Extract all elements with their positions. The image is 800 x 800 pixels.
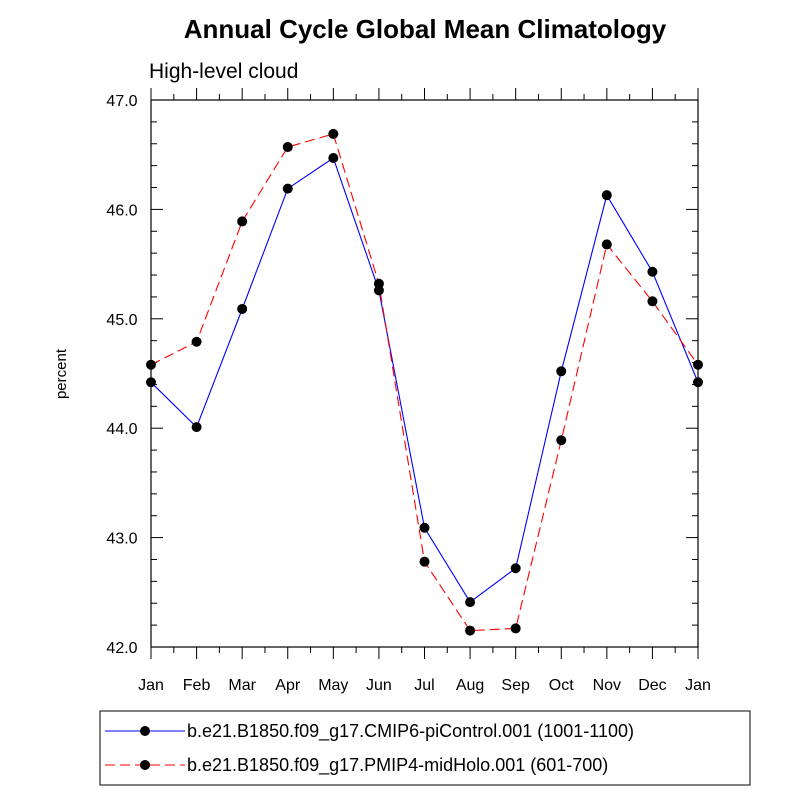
x-tick-label: May: [318, 677, 348, 694]
x-tick-label: Dec: [638, 677, 666, 694]
x-tick-label: Mar: [228, 677, 256, 694]
x-tick-label: Jun: [366, 677, 392, 694]
series-2-point: [601, 239, 612, 250]
series-1-point: [237, 303, 248, 314]
legend-marker-2: [140, 760, 150, 770]
x-tick-label: Jul: [414, 677, 434, 694]
series-line-2: [150, 133, 699, 632]
series-1-point: [647, 266, 658, 277]
series-1-point: [693, 377, 703, 388]
series-2-point: [510, 623, 521, 634]
x-tick-label: Aug: [456, 677, 484, 694]
series-1-point: [465, 597, 476, 608]
legend: b.e21.B1850.f09_g17.CMIP6-piControl.001 …: [105, 721, 634, 776]
series-2-point: [146, 359, 156, 370]
chart-title: Annual Cycle Global Mean Climatology: [184, 14, 667, 44]
series-2-point: [465, 625, 476, 636]
series-1-point: [419, 522, 430, 533]
series-2-point: [693, 359, 703, 370]
series-1-point: [282, 183, 293, 194]
y-tick-label: 43.0: [106, 531, 137, 548]
x-tick-label: Nov: [593, 677, 621, 694]
series-1-point: [328, 152, 339, 163]
y-tick-label: 42.0: [106, 640, 137, 657]
legend-label-1: b.e21.B1850.f09_g17.CMIP6-piControl.001 …: [187, 721, 634, 742]
y-tick-label: 47.0: [106, 93, 137, 110]
series-1-point: [556, 366, 567, 377]
series-layer: [146, 128, 703, 636]
series-1-point: [191, 422, 202, 433]
series-1-point: [510, 563, 521, 574]
x-tick-label: Sep: [501, 677, 530, 694]
y-tick-label: 46.0: [106, 202, 137, 219]
y-tick-label: 45.0: [106, 312, 137, 329]
x-tick-label: Oct: [549, 677, 574, 694]
x-tick-labels: Jan Feb Mar Apr May Jun Jul Aug Sep Oct Nov Dec Jan: [138, 677, 711, 694]
x-tick-label: Jan: [685, 677, 711, 694]
series-2-point: [237, 216, 248, 227]
chart-subtitle: High-level cloud: [149, 60, 298, 83]
y-tick-label: 44.0: [106, 421, 137, 438]
series-2-point: [647, 296, 658, 307]
series-2-point: [556, 435, 567, 446]
series-2-point: [373, 278, 384, 289]
y-tick-labels: 42.0 43.0 44.0 45.0 46.0 47.0: [106, 93, 137, 657]
legend-box: [99, 710, 751, 786]
x-tick-label: Jan: [138, 677, 164, 694]
x-tick-label: Feb: [183, 677, 211, 694]
series-2-point: [328, 128, 339, 139]
axis-ticks: [150, 88, 699, 659]
series-1-point: [601, 190, 612, 201]
series-1-point: [146, 377, 156, 388]
y-axis-label: percent: [53, 348, 70, 399]
series-2-point: [191, 336, 202, 347]
legend-marker-1: [140, 726, 150, 736]
x-tick-label: Apr: [275, 677, 301, 694]
series-line-1: [150, 157, 699, 603]
series-2-point: [282, 142, 293, 153]
series-2-point: [419, 556, 430, 567]
legend-label-2: b.e21.B1850.f09_g17.PMIP4-midHolo.001 (6…: [187, 755, 608, 776]
